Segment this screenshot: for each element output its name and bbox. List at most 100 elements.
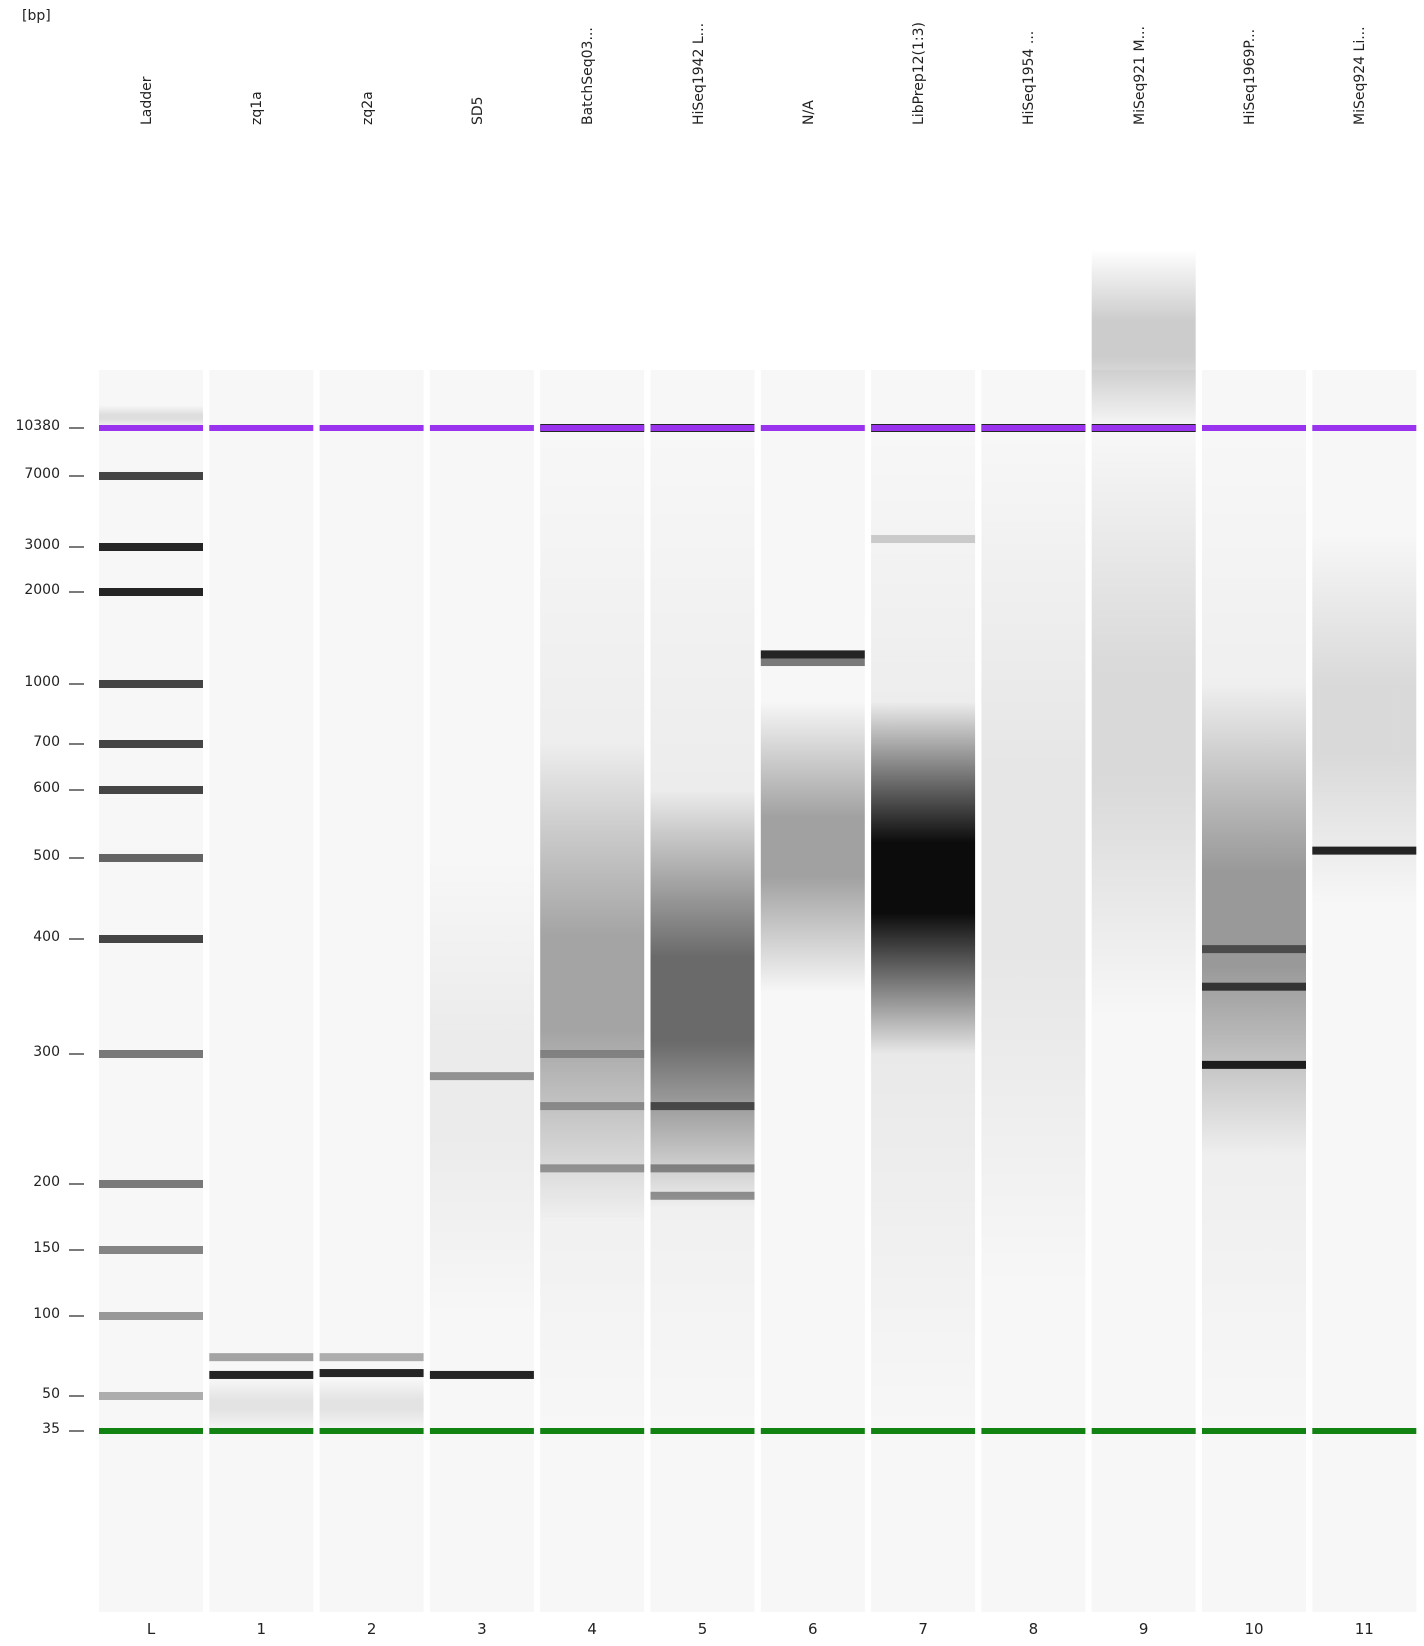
lane bbox=[1312, 370, 1417, 1612]
smear bbox=[429, 858, 534, 1316]
lane-number: L bbox=[146, 1620, 156, 1638]
y-tick-label: 300 bbox=[33, 1044, 60, 1060]
lane bbox=[760, 370, 865, 1612]
smear bbox=[760, 701, 865, 993]
band bbox=[99, 1180, 203, 1188]
lower-marker-band bbox=[760, 1428, 865, 1434]
lower-marker-band bbox=[99, 1428, 203, 1434]
band bbox=[99, 472, 203, 480]
lower-marker-band bbox=[650, 1428, 755, 1434]
y-tick-label: 3000 bbox=[24, 537, 60, 553]
lower-marker-band bbox=[540, 1428, 645, 1434]
band bbox=[650, 1164, 755, 1173]
band bbox=[99, 1246, 203, 1254]
lower-marker-band bbox=[1312, 1428, 1417, 1434]
upper-marker-band bbox=[981, 425, 1086, 431]
y-tick-label: 150 bbox=[33, 1240, 60, 1256]
lane bbox=[99, 370, 203, 1612]
lane-number: 3 bbox=[477, 1620, 487, 1638]
band bbox=[1312, 846, 1417, 855]
lane bbox=[871, 370, 976, 1612]
band bbox=[1202, 945, 1306, 954]
y-tick-label: 50 bbox=[42, 1386, 60, 1402]
lane-number: 6 bbox=[808, 1620, 818, 1638]
upper-marker-band bbox=[1091, 425, 1196, 431]
band bbox=[99, 543, 203, 551]
upper-marker-band bbox=[871, 425, 976, 431]
smear bbox=[1202, 432, 1306, 1432]
y-tick-label: 1000 bbox=[24, 674, 60, 690]
smear bbox=[1091, 432, 1196, 1016]
smear bbox=[1312, 534, 1417, 905]
lane bbox=[209, 370, 314, 1612]
band bbox=[99, 740, 203, 748]
lane bbox=[319, 370, 424, 1612]
lower-marker-band bbox=[1202, 1428, 1306, 1434]
lane-number: 7 bbox=[918, 1620, 928, 1638]
lower-marker-band bbox=[981, 1428, 1086, 1434]
band bbox=[540, 1164, 645, 1173]
upper-marker-band bbox=[1312, 425, 1417, 431]
smear bbox=[209, 1378, 314, 1431]
band bbox=[1202, 982, 1306, 991]
smear bbox=[650, 432, 755, 1432]
band bbox=[99, 854, 203, 862]
y-tick-label: 400 bbox=[33, 929, 60, 945]
upper-marker-band bbox=[540, 425, 645, 431]
band bbox=[319, 1369, 424, 1378]
lane bbox=[540, 370, 645, 1612]
smear bbox=[319, 1378, 424, 1431]
band bbox=[99, 935, 203, 943]
lower-marker-band bbox=[429, 1428, 534, 1434]
lane-number: 5 bbox=[697, 1620, 708, 1638]
band bbox=[319, 1353, 424, 1362]
lane-number: 8 bbox=[1028, 1620, 1039, 1638]
y-tick-label: 10380 bbox=[15, 418, 60, 434]
lane-number: 1 bbox=[256, 1620, 267, 1638]
upper-marker-band bbox=[760, 425, 865, 431]
y-tick-label: 35 bbox=[42, 1421, 60, 1437]
lane bbox=[429, 370, 534, 1612]
band bbox=[429, 1370, 534, 1379]
band bbox=[871, 535, 976, 544]
band bbox=[760, 658, 865, 667]
smear bbox=[1091, 249, 1196, 428]
band bbox=[650, 1102, 755, 1111]
y-tick-label: 700 bbox=[33, 734, 60, 750]
band bbox=[209, 1353, 314, 1362]
lower-marker-band bbox=[319, 1428, 424, 1434]
band bbox=[760, 650, 865, 659]
band bbox=[99, 1392, 203, 1400]
lane-number: 2 bbox=[366, 1620, 377, 1638]
lane-number: 9 bbox=[1138, 1620, 1149, 1638]
lane bbox=[1202, 370, 1306, 1612]
upper-marker-band bbox=[1202, 425, 1306, 431]
band bbox=[99, 1312, 203, 1320]
smear bbox=[99, 405, 203, 428]
band bbox=[429, 1072, 534, 1081]
lane bbox=[981, 370, 1086, 1612]
band bbox=[540, 1102, 645, 1111]
lane bbox=[1091, 249, 1196, 1612]
y-tick-label: 2000 bbox=[24, 582, 60, 598]
band bbox=[99, 1050, 203, 1058]
y-tick-label: 7000 bbox=[24, 466, 60, 482]
lane bbox=[650, 370, 755, 1612]
lane-number: 11 bbox=[1354, 1620, 1374, 1638]
band bbox=[99, 786, 203, 794]
upper-marker-band bbox=[209, 425, 314, 431]
lower-marker-band bbox=[1091, 1428, 1196, 1434]
upper-marker-band bbox=[99, 425, 203, 431]
y-axis-unit: [bp] bbox=[22, 8, 51, 24]
band bbox=[99, 680, 203, 688]
band bbox=[99, 588, 203, 596]
y-tick-label: 500 bbox=[33, 848, 60, 864]
smear bbox=[981, 432, 1086, 1287]
y-tick-label: 600 bbox=[33, 780, 60, 796]
band bbox=[1202, 1060, 1306, 1069]
band bbox=[540, 1050, 645, 1058]
y-tick-label: 200 bbox=[33, 1174, 60, 1190]
upper-marker-band bbox=[319, 425, 424, 431]
band bbox=[650, 1191, 755, 1200]
